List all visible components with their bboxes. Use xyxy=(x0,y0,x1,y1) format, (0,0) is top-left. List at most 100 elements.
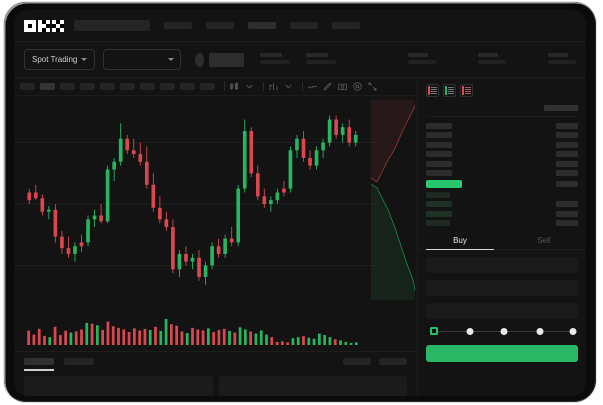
okx-logo-icon[interactable] xyxy=(24,19,64,32)
bid-amount xyxy=(556,220,578,227)
bottom-content-box-2[interactable] xyxy=(218,376,407,396)
logo-glyph-x xyxy=(52,19,64,32)
bid-amount xyxy=(556,201,578,208)
orderbook-ask-row[interactable] xyxy=(426,159,578,169)
orderbook-rows[interactable] xyxy=(418,102,586,228)
slider-stop-100[interactable] xyxy=(569,327,577,335)
order-side-tabs: Buy Sell xyxy=(418,231,586,250)
trading-mode-label: Spot Trading xyxy=(32,55,78,64)
orderbook-bid-row[interactable] xyxy=(426,200,578,210)
orderbook-and-order-panel: Buy Sell xyxy=(417,78,586,396)
order-amount-field[interactable] xyxy=(426,280,578,296)
timeframe-button-6[interactable] xyxy=(120,83,135,90)
indicators-icon[interactable] xyxy=(268,81,279,92)
trading-mode-button[interactable]: Spot Trading xyxy=(24,49,96,70)
orderbook-both-icon[interactable] xyxy=(426,84,439,97)
ask-amount xyxy=(556,141,578,148)
tab-sell[interactable]: Sell xyxy=(537,236,551,245)
timeframe-button-3[interactable] xyxy=(60,83,75,90)
orderbook-divider xyxy=(426,116,578,117)
timeframe-button-9[interactable] xyxy=(180,83,195,90)
timeframe-button-7[interactable] xyxy=(140,83,155,90)
orderbook-last-price-row[interactable] xyxy=(426,178,578,190)
stat-5-value xyxy=(548,59,576,64)
chart-toolbar xyxy=(14,78,417,96)
logo-glyph-o xyxy=(24,19,36,32)
bottom-action-2[interactable] xyxy=(379,358,407,365)
volume-histogram-svg xyxy=(27,319,358,345)
nav-tab-5[interactable] xyxy=(332,22,360,29)
ask-price xyxy=(426,160,452,167)
nav-tab-3[interactable] xyxy=(248,22,276,29)
slider-stop-50[interactable] xyxy=(500,327,508,335)
pencil-draw-icon[interactable] xyxy=(322,81,333,92)
orderbook-header-left xyxy=(426,105,461,111)
nav-tab-2[interactable] xyxy=(206,22,234,29)
camera-snapshot-icon[interactable] xyxy=(337,81,348,92)
chevron-down-icon[interactable] xyxy=(244,81,255,92)
timeframe-button-1[interactable] xyxy=(20,83,35,90)
orderbook-bid-row[interactable] xyxy=(426,219,578,229)
price-chart[interactable] xyxy=(14,96,417,351)
ask-price xyxy=(426,151,452,158)
orderbook-bid-row[interactable] xyxy=(426,209,578,219)
bottom-tab-2[interactable] xyxy=(64,358,94,365)
line-chart-icon[interactable] xyxy=(307,81,318,92)
orderbook-bids-icon[interactable] xyxy=(443,84,456,97)
orderbook-ask-row[interactable] xyxy=(426,150,578,160)
bottom-action-1[interactable] xyxy=(343,358,371,365)
bottom-orders-panel xyxy=(14,351,417,396)
order-price-field[interactable] xyxy=(426,257,578,273)
orderbook-ask-row[interactable] xyxy=(426,131,578,141)
slider-stop-25[interactable] xyxy=(466,327,474,335)
orderbook-ask-row[interactable] xyxy=(426,169,578,179)
orderbook-ask-row[interactable] xyxy=(426,140,578,150)
bottom-tab-1[interactable] xyxy=(24,358,54,371)
pair-select-dropdown[interactable] xyxy=(103,49,181,70)
slider-stop-75[interactable] xyxy=(536,327,544,335)
timeframe-button-5[interactable] xyxy=(100,83,115,90)
market-subheader: Spot Trading xyxy=(14,42,586,78)
order-total-field[interactable] xyxy=(426,303,578,319)
slider-stop-0[interactable] xyxy=(430,327,438,335)
timeframe-button-10[interactable] xyxy=(200,83,215,90)
timeframe-button-2[interactable] xyxy=(40,83,55,90)
stat-1-value xyxy=(260,59,290,64)
bid-amount xyxy=(556,210,578,217)
orderbook-ask-row[interactable] xyxy=(426,121,578,131)
candlestick-chart-icon[interactable] xyxy=(229,81,240,92)
stat-3 xyxy=(408,52,436,67)
timeframe-button-8[interactable] xyxy=(160,83,175,90)
stat-5 xyxy=(548,52,576,67)
bid-price xyxy=(426,220,450,227)
candlestick-svg xyxy=(14,115,379,285)
search-input[interactable] xyxy=(74,20,150,31)
bid-price xyxy=(426,191,450,198)
chevron-down-icon[interactable] xyxy=(283,81,294,92)
bottom-tab-bar xyxy=(14,352,417,371)
nav-tab-1[interactable] xyxy=(164,22,192,29)
orderbook-bid-row[interactable] xyxy=(426,190,578,200)
chevron-down-icon xyxy=(167,58,174,61)
fullscreen-icon[interactable] xyxy=(367,81,378,92)
ask-price xyxy=(426,141,452,148)
stat-2-value xyxy=(306,59,336,64)
top-navigation-bar xyxy=(14,10,586,42)
toolbar-divider xyxy=(224,82,225,91)
pair-name-label xyxy=(208,52,244,67)
bottom-content-box-1[interactable] xyxy=(24,376,213,396)
tablet-device-frame: Spot Trading xyxy=(4,2,596,402)
stat-1-label xyxy=(260,52,282,57)
tab-buy[interactable]: Buy xyxy=(418,231,502,250)
timeframe-button-4[interactable] xyxy=(80,83,95,90)
app-screen: Spot Trading xyxy=(14,10,586,396)
depth-overlay-chart xyxy=(371,100,416,300)
nav-tab-4[interactable] xyxy=(290,22,318,29)
toolbar-divider xyxy=(263,82,264,91)
settings-gear-icon[interactable] xyxy=(352,81,363,92)
orderbook-asks-icon[interactable] xyxy=(460,84,473,97)
submit-order-button[interactable] xyxy=(426,345,578,362)
order-amount-slider[interactable] xyxy=(430,326,577,336)
last-price-highlight xyxy=(426,180,462,188)
